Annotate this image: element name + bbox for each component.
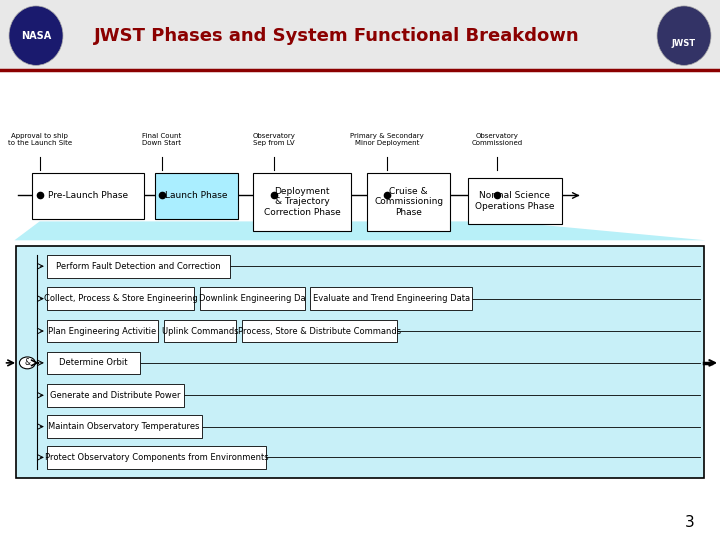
Bar (47, 287, 194, 310)
Text: NASA: NASA (21, 31, 51, 40)
Text: Downlink Engineering Da: Downlink Engineering Da (199, 294, 306, 303)
Ellipse shape (9, 6, 63, 65)
Polygon shape (14, 221, 706, 240)
Bar (253, 173, 351, 231)
Bar (47, 255, 230, 278)
Text: Perform Fault Detection and Correction: Perform Fault Detection and Correction (56, 262, 221, 271)
Text: Primary & Secondary
Minor Deployment: Primary & Secondary Minor Deployment (351, 133, 424, 146)
Bar (47, 384, 184, 407)
Bar (155, 173, 238, 219)
Text: Evaluate and Trend Engineering Data: Evaluate and Trend Engineering Data (312, 294, 470, 303)
Bar (367, 173, 450, 231)
Bar (310, 287, 472, 310)
Text: Final Count
Down Start: Final Count Down Start (143, 133, 181, 146)
Bar (0, 0, 720, 70)
Text: Normal Science
Operations Phase: Normal Science Operations Phase (475, 192, 554, 211)
Text: &: & (24, 359, 30, 367)
Bar (242, 320, 397, 342)
Text: JWST: JWST (672, 39, 696, 48)
Text: Pre-Launch Phase: Pre-Launch Phase (48, 191, 128, 200)
Text: Observatory
Sep from LV: Observatory Sep from LV (252, 133, 295, 146)
Bar (47, 352, 140, 374)
Text: Deployment
& Trajectory
Correction Phase: Deployment & Trajectory Correction Phase (264, 187, 341, 217)
Bar (200, 287, 305, 310)
Circle shape (19, 357, 35, 369)
Text: Protect Observatory Components from Environments: Protect Observatory Components from Envi… (45, 453, 269, 462)
Text: JWST Phases and System Functional Breakdown: JWST Phases and System Functional Breakd… (94, 26, 579, 45)
Bar (164, 320, 236, 342)
Text: Generate and Distribute Power: Generate and Distribute Power (50, 391, 181, 400)
Ellipse shape (657, 6, 711, 65)
Bar (47, 415, 202, 438)
Text: Observatory
Commissioned: Observatory Commissioned (471, 133, 523, 146)
Text: Process, Store & Distribute Commands: Process, Store & Distribute Commands (238, 327, 401, 335)
Bar (47, 320, 158, 342)
Text: Approval to ship
to the Launch Site: Approval to ship to the Launch Site (7, 133, 72, 146)
Bar (47, 446, 266, 469)
Text: Cruise &
Commissioning
Phase: Cruise & Commissioning Phase (374, 187, 444, 217)
Text: Collect, Process & Store Engineering: Collect, Process & Store Engineering (44, 294, 197, 303)
Bar (468, 178, 562, 224)
Text: Launch Phase: Launch Phase (165, 191, 228, 200)
Text: Uplink Commands: Uplink Commands (162, 327, 238, 335)
Bar (32, 173, 144, 219)
Text: Plan Engineering Activitie: Plan Engineering Activitie (48, 327, 157, 335)
Bar (16, 246, 704, 478)
Text: 3: 3 (685, 515, 695, 530)
Text: Maintain Observatory Temperatures: Maintain Observatory Temperatures (48, 422, 200, 431)
Text: Determine Orbit: Determine Orbit (59, 359, 128, 367)
